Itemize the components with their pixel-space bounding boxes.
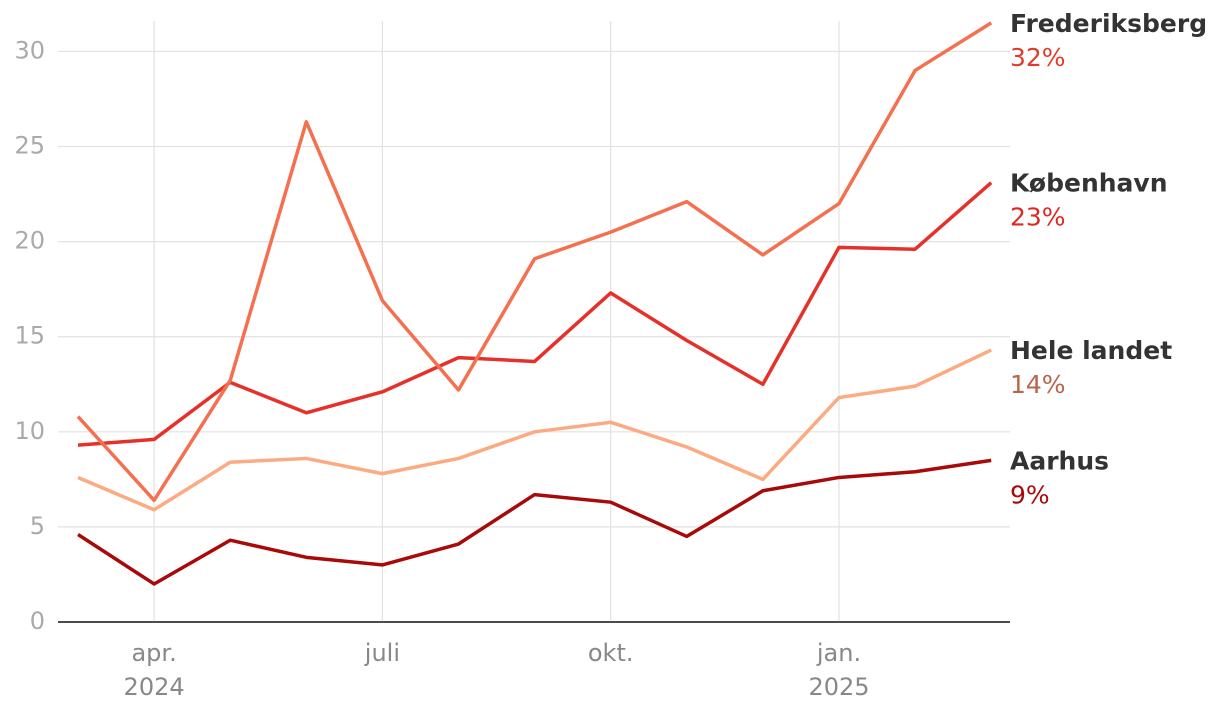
series-line [77, 348, 992, 512]
y-tick-label: 25 [14, 132, 45, 160]
x-tick-label: apr. [131, 639, 176, 667]
x-year-label: 2025 [808, 673, 869, 701]
series-name: Aarhus [1010, 446, 1109, 475]
y-tick-label: 10 [14, 417, 45, 445]
series-line [77, 458, 992, 586]
value-label: 32% [1010, 43, 1066, 72]
value-label: 9% [1010, 480, 1050, 509]
value-label: 23% [1010, 203, 1066, 232]
y-tick-label: 15 [14, 322, 45, 350]
x-tick-label: okt. [588, 639, 634, 667]
series-name: Hele landet [1010, 336, 1172, 365]
y-tick-label: 5 [30, 512, 45, 540]
y-tick-label: 20 [14, 227, 45, 255]
y-tick-label: 0 [30, 607, 45, 635]
series-name: Frederiksberg [1010, 9, 1207, 38]
x-tick-label: jan. [816, 639, 861, 667]
series-line [76, 21, 993, 503]
series-name: København [1010, 169, 1168, 198]
y-tick-label: 30 [14, 36, 45, 64]
x-year-label: 2024 [124, 673, 185, 701]
value-label: 14% [1010, 370, 1066, 399]
x-tick-label: juli [364, 639, 400, 667]
